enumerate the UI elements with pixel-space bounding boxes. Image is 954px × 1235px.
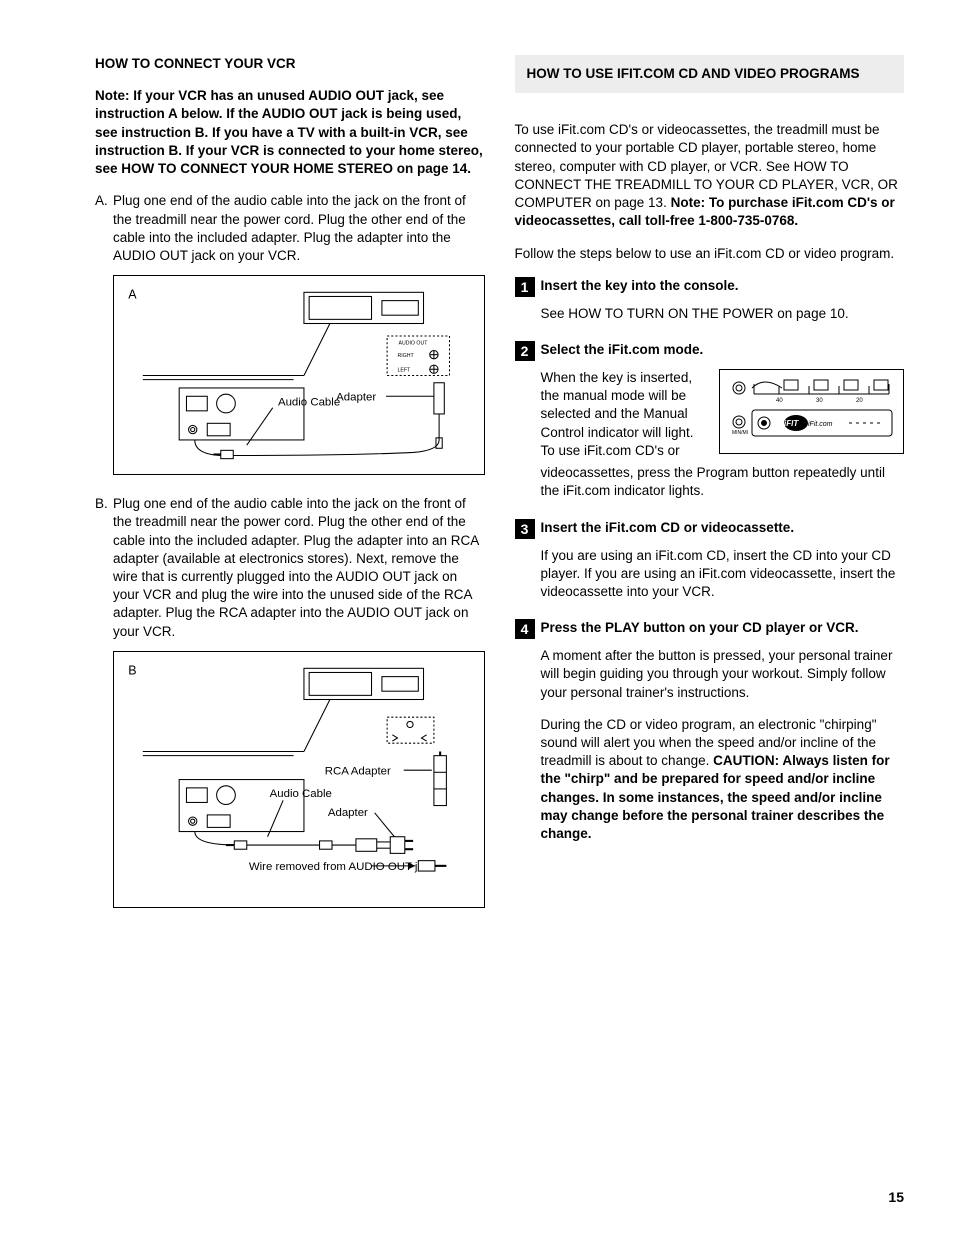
step3-body: If you are using an iFit.com CD, insert …: [541, 547, 905, 602]
svg-text:MIN/MI: MIN/MI: [732, 430, 748, 436]
left-title: HOW TO CONNECT YOUR VCR: [95, 55, 485, 73]
svg-text:20: 20: [856, 398, 863, 404]
step2-body2: videocassettes, press the Program button…: [541, 464, 905, 500]
step1-number: 1: [515, 277, 535, 297]
figA-right: RIGHT: [398, 353, 415, 359]
figB-audiocable: Audio Cable: [270, 788, 332, 800]
page-number: 15: [888, 1188, 904, 1207]
left-note: Note: If your VCR has an unused AUDIO OU…: [95, 87, 485, 178]
figA-label: A: [128, 288, 137, 302]
svg-text:iFit.com: iFit.com: [808, 421, 833, 428]
figB-label: B: [128, 663, 136, 677]
step4-body2: During the CD or video program, an elect…: [541, 716, 905, 844]
item-b-label: B.: [95, 495, 113, 641]
item-a-label: A.: [95, 192, 113, 265]
step2-title: Select the iFit.com mode.: [541, 341, 704, 361]
step3-number: 3: [515, 519, 535, 539]
item-a-text: Plug one end of the audio cable into the…: [113, 192, 485, 265]
right-heading-box: HOW TO USE IFIT.COM CD AND VIDEO PROGRAM…: [515, 55, 905, 93]
step2-body1: When the key is inserted, the manual mod…: [541, 369, 708, 460]
figure-b: B RCA Adapte: [113, 651, 485, 908]
step2-number: 2: [515, 341, 535, 361]
item-b-text: Plug one end of the audio cable into the…: [113, 495, 485, 641]
console-diagram: 40 30 20 MIN/MI iFIT iFit.com: [719, 369, 904, 454]
step4-number: 4: [515, 619, 535, 639]
figA-audiocable: Audio Cable: [278, 397, 340, 409]
right-intro1: To use iFit.com CD's or videocassettes, …: [515, 121, 905, 230]
right-intro2: Follow the steps below to use an iFit.co…: [515, 245, 905, 263]
step1-title: Insert the key into the console.: [541, 277, 739, 297]
step3-title: Insert the iFit.com CD or videocassette.: [541, 519, 795, 539]
figB-rca: RCA Adapter: [325, 765, 391, 777]
figA-audioout: AUDIO OUT: [399, 340, 429, 346]
svg-text:iFIT: iFIT: [784, 419, 799, 428]
step4-title: Press the PLAY button on your CD player …: [541, 619, 859, 639]
figB-wire: Wire removed from AUDIO OUT jack: [249, 861, 436, 873]
figure-a: A AUDIO OUT RIGHT LEFT: [113, 275, 485, 475]
figA-adapter: Adapter: [336, 392, 376, 404]
figA-left: LEFT: [398, 368, 412, 374]
step4-body1: A moment after the button is pressed, yo…: [541, 647, 905, 702]
step1-body: See HOW TO TURN ON THE POWER on page 10.: [541, 305, 905, 323]
svg-text:30: 30: [816, 398, 823, 404]
svg-text:40: 40: [776, 398, 783, 404]
right-title: HOW TO USE IFIT.COM CD AND VIDEO PROGRAM…: [527, 65, 893, 83]
figB-adapter: Adapter: [328, 807, 368, 819]
